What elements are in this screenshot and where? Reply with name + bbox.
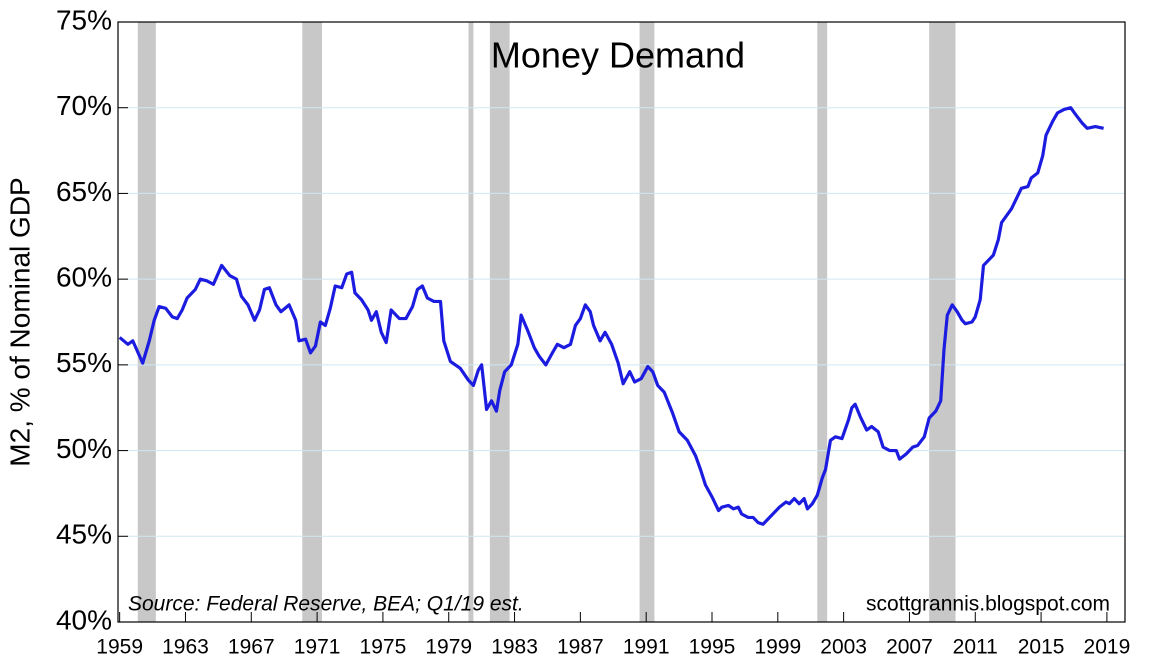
x-tick-label: 1987 xyxy=(557,636,604,659)
x-tick-label: 1959 xyxy=(96,636,143,659)
plot-frame xyxy=(117,21,1126,623)
x-tick-label: 1975 xyxy=(360,636,407,659)
x-tick-label: 1995 xyxy=(689,636,736,659)
recession-band xyxy=(817,22,828,622)
recession-band xyxy=(489,22,510,622)
x-tick-label: 1971 xyxy=(294,636,341,659)
y-tick-label: 75% xyxy=(56,4,112,35)
recession-band xyxy=(929,22,956,622)
x-tick-label: 2007 xyxy=(886,636,933,659)
credit: scottgrannis.blogspot.com xyxy=(866,593,1110,616)
x-tick-label: 2011 xyxy=(953,636,998,659)
y-axis-label: M2, % of Nominal GDP xyxy=(4,177,35,466)
x-tick-label: 2003 xyxy=(820,636,867,659)
y-tick-label: 45% xyxy=(56,519,112,550)
x-tick-label: 1963 xyxy=(162,636,209,659)
recession-band xyxy=(302,22,323,622)
x-tick-label: 1979 xyxy=(425,636,472,659)
y-tick-label: 40% xyxy=(56,604,112,635)
x-tick-label: 1999 xyxy=(754,636,801,659)
chart-title: Money Demand xyxy=(491,35,745,76)
y-tick-label: 70% xyxy=(56,90,112,121)
y-tick-label: 60% xyxy=(56,262,112,293)
recession-band xyxy=(468,22,474,622)
y-tick-label: 55% xyxy=(56,347,112,378)
x-tick-label: 1991 xyxy=(623,636,670,659)
x-tick-label: 2015 xyxy=(1018,636,1065,659)
x-tick-label: 1983 xyxy=(491,636,538,659)
recession-band xyxy=(137,22,156,622)
data-line xyxy=(118,106,1104,526)
y-tick-label: 65% xyxy=(56,176,112,207)
y-tick-label: 50% xyxy=(56,433,112,464)
source-note: Source: Federal Reserve, BEA; Q1/19 est. xyxy=(128,593,524,616)
x-tick-label: 1967 xyxy=(228,636,275,659)
x-tick-label: 2019 xyxy=(1084,636,1131,659)
recession-band xyxy=(639,22,655,622)
